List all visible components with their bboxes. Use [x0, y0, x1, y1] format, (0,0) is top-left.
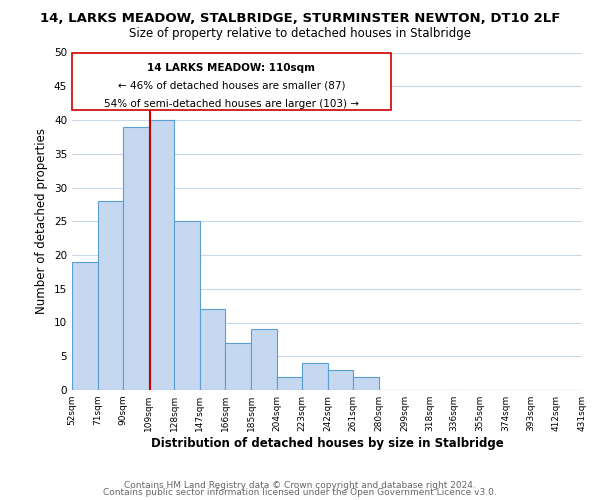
Bar	[98, 201, 123, 390]
Y-axis label: Number of detached properties: Number of detached properties	[35, 128, 49, 314]
Bar	[174, 221, 200, 390]
Bar	[226, 343, 251, 390]
X-axis label: Distribution of detached houses by size in Stalbridge: Distribution of detached houses by size …	[151, 437, 503, 450]
Text: 14 LARKS MEADOW: 110sqm: 14 LARKS MEADOW: 110sqm	[148, 62, 316, 72]
Bar	[123, 126, 149, 390]
Bar	[251, 329, 277, 390]
Text: 54% of semi-detached houses are larger (103) →: 54% of semi-detached houses are larger (…	[104, 99, 359, 109]
Text: 14, LARKS MEADOW, STALBRIDGE, STURMINSTER NEWTON, DT10 2LF: 14, LARKS MEADOW, STALBRIDGE, STURMINSTE…	[40, 12, 560, 26]
Text: Contains HM Land Registry data © Crown copyright and database right 2024.: Contains HM Land Registry data © Crown c…	[124, 480, 476, 490]
Bar	[149, 120, 174, 390]
Bar	[353, 376, 379, 390]
Bar	[277, 376, 302, 390]
Bar	[72, 262, 98, 390]
Text: ← 46% of detached houses are smaller (87): ← 46% of detached houses are smaller (87…	[118, 81, 345, 91]
Bar	[200, 309, 226, 390]
FancyBboxPatch shape	[72, 52, 391, 110]
Text: Contains public sector information licensed under the Open Government Licence v3: Contains public sector information licen…	[103, 488, 497, 497]
Bar	[302, 363, 328, 390]
Bar	[328, 370, 353, 390]
Text: Size of property relative to detached houses in Stalbridge: Size of property relative to detached ho…	[129, 28, 471, 40]
